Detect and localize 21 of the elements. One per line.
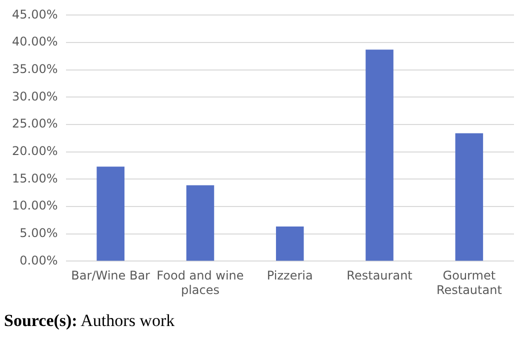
y-tick-label: 0.00% xyxy=(20,253,58,268)
y-tick-label: 45.00% xyxy=(12,7,58,22)
y-tick-label: 5.00% xyxy=(20,226,58,240)
bar xyxy=(276,226,304,261)
bar xyxy=(186,185,214,261)
y-tick-label: 20.00% xyxy=(12,144,58,158)
y-tick-label: 40.00% xyxy=(12,34,58,49)
x-tick-label: Pizzeria xyxy=(266,268,313,283)
y-tick-label: 15.00% xyxy=(12,171,58,186)
y-tick-label: 30.00% xyxy=(12,89,58,104)
x-tick-label: Food and wine places xyxy=(156,268,244,297)
bar xyxy=(455,133,484,261)
bar xyxy=(96,166,124,261)
y-tick-label: 10.00% xyxy=(12,198,58,213)
y-tick-label: 25.00% xyxy=(12,116,58,131)
x-tick-label: Bar/Wine Bar xyxy=(71,268,150,283)
x-tick-label: Gourmet Restautant xyxy=(436,268,502,297)
x-tick-label: Restaurant xyxy=(346,268,413,283)
bar xyxy=(366,50,394,261)
source-note: Source(s): Authors work xyxy=(4,311,175,331)
y-tick-label: 35.00% xyxy=(12,62,58,76)
